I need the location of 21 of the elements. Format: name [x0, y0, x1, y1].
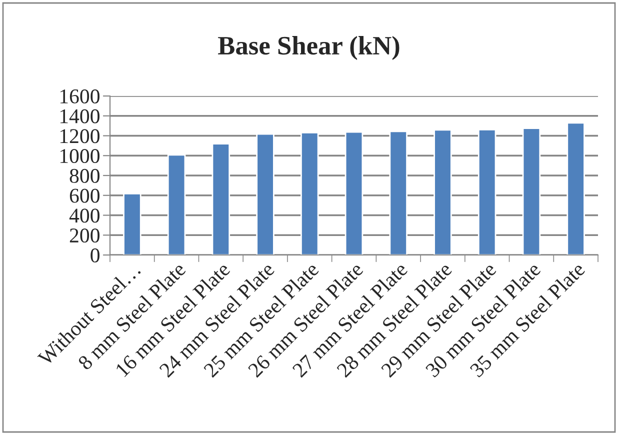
bar: [300, 132, 319, 255]
bar: [256, 133, 274, 255]
y-tick-label: 1400: [60, 109, 100, 124]
bar: [522, 128, 541, 255]
bar: [434, 129, 452, 255]
y-tick-label: 1600: [60, 89, 100, 104]
bar: [566, 122, 585, 255]
y-tick-label: 1200: [60, 129, 100, 144]
bar: [478, 128, 496, 255]
y-tick-label: 800: [70, 168, 100, 183]
chart-title: Base Shear (kN): [218, 36, 400, 60]
bar: [344, 131, 364, 255]
bar: [167, 154, 186, 255]
bar: [212, 143, 230, 255]
y-tick-label: 200: [70, 228, 100, 243]
y-tick-label: 400: [69, 208, 100, 223]
bar: [389, 130, 408, 255]
y-tick-label: 1000: [60, 149, 100, 164]
y-tick-label: 0: [90, 248, 100, 262]
y-tick-label: 600: [70, 188, 100, 203]
bar: [123, 192, 142, 255]
